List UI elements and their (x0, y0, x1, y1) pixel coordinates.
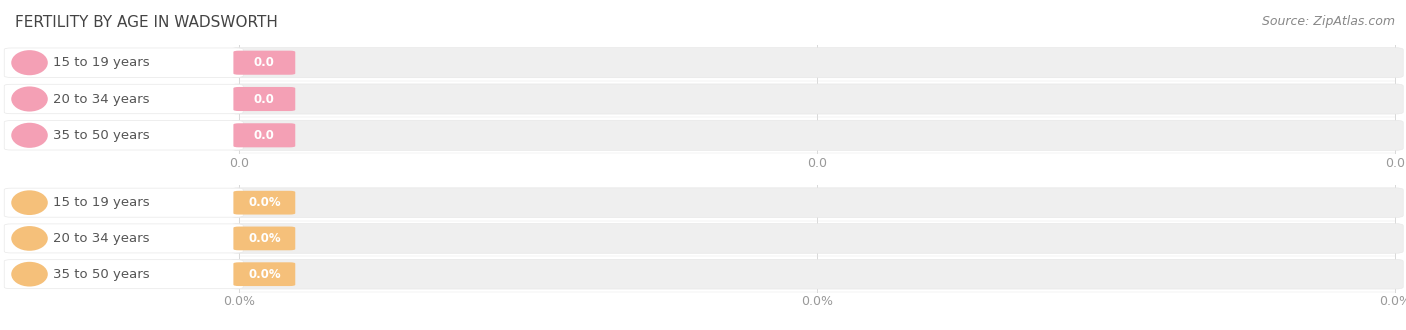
FancyBboxPatch shape (233, 191, 295, 214)
FancyBboxPatch shape (231, 224, 1403, 253)
Text: 0.0: 0.0 (1385, 157, 1405, 170)
FancyBboxPatch shape (233, 262, 295, 286)
Text: 0.0: 0.0 (229, 157, 249, 170)
Ellipse shape (11, 226, 48, 251)
Text: 20 to 34 years: 20 to 34 years (53, 92, 150, 106)
Ellipse shape (11, 190, 48, 215)
Text: 0.0%: 0.0% (224, 295, 254, 309)
FancyBboxPatch shape (233, 227, 295, 250)
Text: 35 to 50 years: 35 to 50 years (53, 129, 150, 142)
Text: 0.0%: 0.0% (247, 196, 281, 209)
Text: 15 to 19 years: 15 to 19 years (53, 56, 150, 69)
Text: Source: ZipAtlas.com: Source: ZipAtlas.com (1261, 15, 1395, 28)
FancyBboxPatch shape (231, 84, 1403, 114)
Text: 0.0%: 0.0% (1379, 295, 1406, 309)
FancyBboxPatch shape (4, 260, 243, 289)
Ellipse shape (11, 86, 48, 112)
FancyBboxPatch shape (233, 87, 295, 111)
Text: 15 to 19 years: 15 to 19 years (53, 196, 150, 209)
FancyBboxPatch shape (233, 123, 295, 147)
Ellipse shape (11, 262, 48, 286)
FancyBboxPatch shape (231, 48, 1403, 78)
Text: 35 to 50 years: 35 to 50 years (53, 268, 150, 281)
FancyBboxPatch shape (4, 84, 243, 114)
Text: 20 to 34 years: 20 to 34 years (53, 232, 150, 245)
FancyBboxPatch shape (231, 259, 1403, 289)
Text: FERTILITY BY AGE IN WADSWORTH: FERTILITY BY AGE IN WADSWORTH (15, 15, 278, 30)
FancyBboxPatch shape (231, 188, 1403, 217)
Text: 0.0: 0.0 (254, 129, 274, 142)
FancyBboxPatch shape (4, 224, 243, 253)
FancyBboxPatch shape (233, 51, 295, 75)
Text: 0.0: 0.0 (807, 157, 827, 170)
Text: 0.0%: 0.0% (247, 232, 281, 245)
FancyBboxPatch shape (4, 48, 243, 78)
Ellipse shape (11, 50, 48, 75)
Ellipse shape (11, 123, 48, 148)
Text: 0.0%: 0.0% (801, 295, 832, 309)
FancyBboxPatch shape (4, 120, 243, 150)
FancyBboxPatch shape (4, 188, 243, 217)
Text: 0.0: 0.0 (254, 56, 274, 69)
Text: 0.0: 0.0 (254, 92, 274, 106)
Text: 0.0%: 0.0% (247, 268, 281, 281)
FancyBboxPatch shape (231, 120, 1403, 150)
